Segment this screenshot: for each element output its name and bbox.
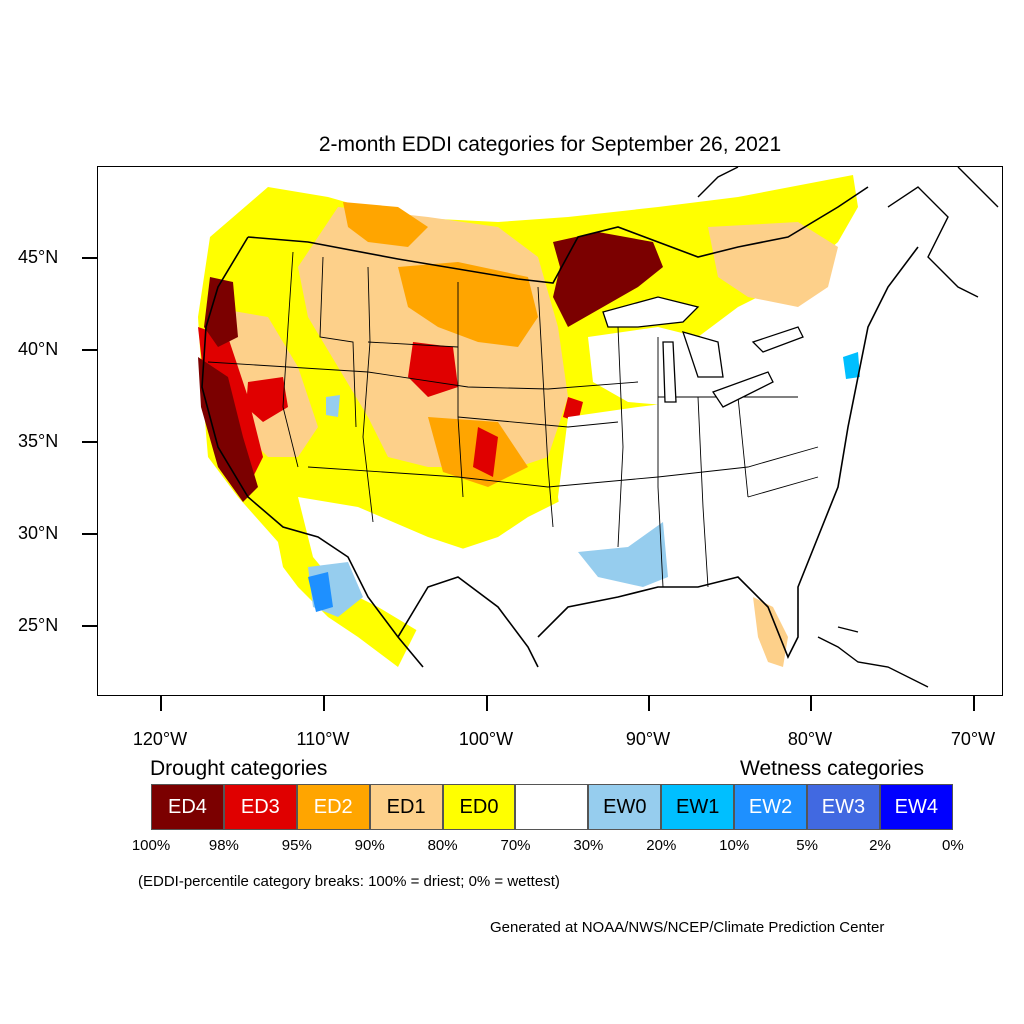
- neutral-region-northeast: [748, 297, 858, 397]
- lon-tick: [486, 696, 488, 711]
- lat-label-25: 25°N: [18, 615, 59, 635]
- neutral-region-southwest: [298, 497, 538, 667]
- wetness-legend-title: Wetness categories: [740, 757, 925, 780]
- bahamas: [817, 626, 929, 688]
- legend-swatch: ED0: [442, 784, 516, 830]
- legend-breakpoint-label: 70%: [500, 837, 531, 854]
- lon-label-70: 70°W: [950, 729, 996, 749]
- legend-swatch: ED2: [296, 784, 370, 830]
- ed2-region-northplains: [398, 262, 538, 347]
- ed1-region-northeast: [708, 222, 838, 307]
- eddi-map: [198, 167, 999, 688]
- lat-tick: [82, 625, 97, 627]
- lon-tick: [810, 696, 812, 711]
- legend-swatch: EW3: [807, 784, 880, 830]
- legend-breakpoint-label: 30%: [573, 837, 604, 854]
- ed3-region-kansas: [473, 427, 498, 477]
- legend-breakpoint-label: 20%: [646, 837, 677, 854]
- lat-label-35: 35°N: [18, 431, 59, 451]
- map-title: 2-month EDDI categories for September 26…: [318, 133, 782, 156]
- legend-swatch: ED4: [151, 784, 224, 830]
- legend-swatch: ED1: [369, 784, 443, 830]
- lon-label-110: 110°W: [296, 729, 350, 749]
- lat-tick: [82, 533, 97, 535]
- legend-breakpoint-label: 10%: [719, 837, 750, 854]
- lat-label-45: 45°N: [18, 247, 59, 267]
- ed4-region-pacificnw: [204, 277, 238, 347]
- lat-tick: [82, 441, 97, 443]
- lat-tick: [82, 349, 97, 351]
- drought-legend-title: Drought categories: [150, 757, 328, 780]
- lon-tick: [648, 696, 650, 711]
- lon-tick: [973, 696, 975, 711]
- lat-tick: [82, 257, 97, 259]
- legend-swatch: EW4: [879, 784, 953, 830]
- ed4-region-minnesota: [553, 232, 663, 327]
- credit-line: Generated at NOAA/NWS/NCEP/Climate Predi…: [490, 919, 885, 936]
- legend-breakpoint-label: 98%: [208, 837, 239, 854]
- legend-breakpoint-label: 2%: [869, 837, 891, 854]
- ew2-region-sonora: [308, 572, 333, 612]
- lon-label-100: 100°W: [458, 729, 514, 749]
- ew1-region-coast: [843, 352, 860, 379]
- lon-label-80: 80°W: [787, 729, 833, 749]
- legend-swatch: ED3: [223, 784, 297, 830]
- lat-label-30: 30°N: [18, 523, 59, 543]
- legend-swatch: EW1: [661, 784, 735, 830]
- legend-breakpoint-label: 0%: [942, 837, 964, 854]
- ew0-region-gulf: [578, 522, 668, 587]
- lon-label-120: 120°W: [132, 729, 188, 749]
- ed3-region-nevada: [246, 377, 288, 422]
- ew0-region-utah: [326, 395, 340, 417]
- map-panel: [97, 166, 1003, 696]
- legend-swatch: EW0: [588, 784, 662, 830]
- ed4-region-california: [198, 357, 258, 502]
- ed2-region-north: [343, 202, 428, 247]
- coastline-outline: [201, 186, 919, 668]
- lon-label-90: 90°W: [625, 729, 671, 749]
- hudson-coast: [697, 167, 999, 298]
- lon-tick: [323, 696, 325, 711]
- great-lakes: [602, 296, 804, 408]
- legend-swatch: EW2: [734, 784, 808, 830]
- state-boundaries: [207, 251, 819, 588]
- lon-tick: [160, 696, 162, 711]
- legend-swatch: [515, 784, 589, 830]
- legend-breakpoint-label: 90%: [354, 837, 385, 854]
- category-note: (EDDI-percentile category breaks: 100% =…: [138, 873, 560, 890]
- legend-breakpoint-label: 5%: [796, 837, 818, 854]
- legend-breakpoint-label: 100%: [131, 837, 171, 854]
- legend-color-bar: ED4 ED3 ED2 ED1 ED0 EW0 EW1 EW2 EW3 EW4: [151, 784, 953, 830]
- legend-breakpoint-label: 80%: [427, 837, 458, 854]
- ed1-region-florida: [753, 597, 788, 667]
- lat-label-40: 40°N: [18, 339, 59, 359]
- legend-breakpoint-label: 95%: [281, 837, 312, 854]
